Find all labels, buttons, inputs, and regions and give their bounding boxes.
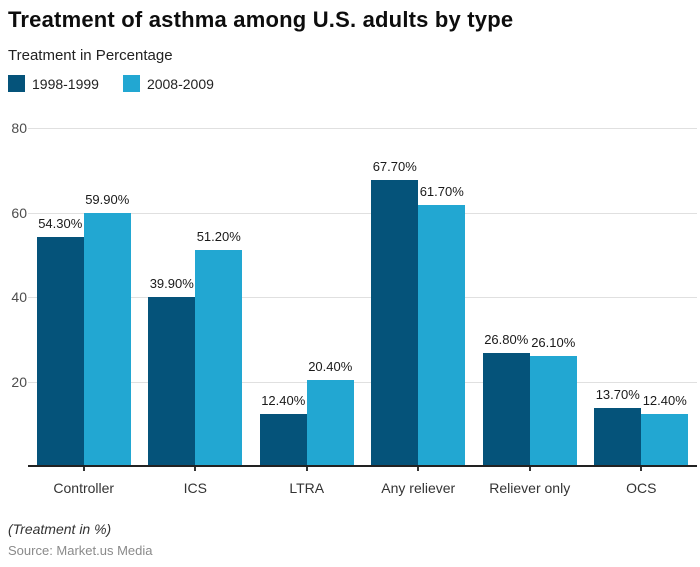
category-label: LTRA [289,480,325,496]
bar [306,379,354,466]
bar-value-label: 51.20% [196,228,241,244]
category-label: OCS [626,480,657,496]
y-axis-tick-label: 80 [11,120,27,136]
legend-label: 1998-1999 [32,75,99,92]
gridline [28,381,697,383]
bar-value-label: 12.40% [642,392,687,408]
bar-chart-plot-area: 20 40 60 80 54.30% 59.90% Controller 39.90% 51.2… [0,110,700,505]
legend-swatch-icon [122,75,140,92]
category-label: Controller [53,480,115,496]
bar [148,297,196,466]
gridline [28,297,697,298]
source-credit: Source: Market.us Media [8,543,153,558]
bar-value-label: 12.40% [261,392,306,408]
x-axis-tick [528,466,531,471]
legend-swatch-icon [8,75,25,92]
chart-subtitle: Treatment in Percentage [8,47,173,64]
bar-value-label: 13.70% [595,387,640,403]
legend-label: 2008-2009 [146,75,214,92]
legend-item: 1998-1999 [8,75,99,92]
bar-value-label: 26.10% [531,334,576,350]
y-axis-tick-label: 60 [11,204,27,221]
bar [195,249,243,466]
x-axis-tick [194,466,197,471]
bar-value-label: 61.70% [419,184,464,200]
x-axis-line [28,465,697,467]
x-axis-tick [640,466,643,471]
chart-legend: 1998-1999 2008-2009 [8,75,214,92]
bar-value-label: 39.90% [149,276,194,292]
bar-value-label: 54.30% [38,215,83,231]
x-axis-tick [417,466,420,471]
bar [529,355,577,466]
bar [83,212,131,466]
legend-item: 2008-2009 [122,75,214,92]
category-label: Reliever only [489,480,571,496]
bar [418,205,466,466]
bar [259,413,307,466]
bar-value-label: 59.90% [85,191,130,207]
x-axis-tick [305,466,308,471]
bar [482,352,530,466]
bar [594,408,642,466]
category-label: ICS [183,480,207,496]
bar [36,236,84,466]
category-label: Any reliever [381,480,456,496]
x-axis-tick [82,466,85,471]
gridline [28,128,697,129]
bar [641,413,689,466]
bar-value-label: 67.70% [372,158,417,174]
bar-value-label: 20.40% [308,358,353,374]
bar-value-label: 26.80% [484,331,529,347]
chart-title: Treatment of asthma among U.S. adults by… [8,7,514,32]
axis-unit-note: (Treatment in %) [8,521,112,537]
bar [371,179,419,466]
y-axis-tick-label: 20 [11,373,27,390]
y-axis-tick-label: 40 [11,289,27,305]
gridline [28,212,697,214]
